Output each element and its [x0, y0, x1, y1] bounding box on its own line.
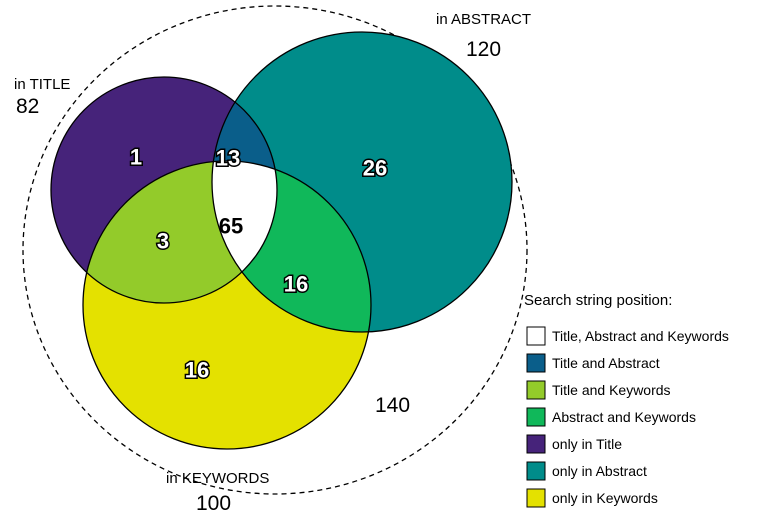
legend-swatch — [526, 461, 546, 481]
legend-label: Title, Abstract and Keywords — [552, 328, 729, 344]
legend-item: Title and Abstract — [526, 353, 660, 373]
legend-swatch — [526, 326, 546, 346]
abstract-set-name: in ABSTRACT — [436, 11, 531, 28]
legend-item: Title, Abstract and Keywords — [526, 326, 729, 346]
legend-item: only in Abstract — [526, 461, 647, 481]
region-abstract-keywords: 16 — [284, 272, 308, 297]
legend-label: only in Abstract — [552, 463, 647, 479]
legend-swatch — [526, 380, 546, 400]
title-outline — [50, 76, 278, 304]
total-ellipse — [22, 5, 528, 495]
total-count: 140 — [375, 394, 410, 417]
legend-label: only in Keywords — [552, 490, 658, 506]
legend-label: Abstract and Keywords — [552, 409, 696, 425]
legend-item: only in Title — [526, 434, 622, 454]
legend-item: only in Keywords — [526, 488, 658, 508]
legend-swatch — [526, 488, 546, 508]
region-only-abstract: 26 — [363, 156, 387, 181]
legend-label: Title and Keywords — [552, 382, 671, 398]
legend-swatch — [526, 407, 546, 427]
title-set-name: in TITLE — [14, 76, 70, 93]
legend-swatch — [526, 353, 546, 373]
title-keywords-overlap — [83, 161, 277, 303]
legend: Search string position: Title, Abstract … — [524, 292, 729, 508]
keywords-outline — [82, 160, 372, 450]
region-only-keywords: 16 — [185, 358, 209, 383]
legend-label: only in Title — [552, 436, 622, 452]
legend-item: Abstract and Keywords — [526, 407, 696, 427]
legend-label: Title and Abstract — [552, 355, 660, 371]
abstract-set-count: 120 — [466, 38, 501, 61]
region-only-title: 1 — [130, 145, 142, 170]
region-all-three: 65 — [219, 214, 243, 239]
keywords-set-name: in KEYWORDS — [166, 470, 269, 487]
abstract-outline — [211, 31, 513, 333]
region-title-keywords: 3 — [157, 229, 169, 254]
keywords-set-count: 100 — [196, 492, 231, 515]
region-title-abstract: 13 — [216, 146, 240, 171]
legend-item: Title and Keywords — [526, 380, 671, 400]
legend-swatch — [526, 434, 546, 454]
title-set-count: 82 — [16, 95, 39, 118]
legend-title: Search string position: — [524, 292, 672, 309]
